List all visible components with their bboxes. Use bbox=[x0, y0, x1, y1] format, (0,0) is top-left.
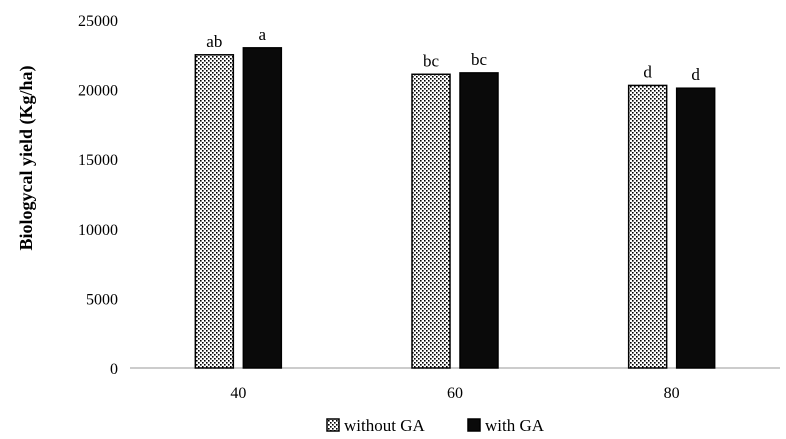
y-axis-label: Biologycal yield (Kg/ha) bbox=[16, 65, 37, 250]
y-tick-label: 20000 bbox=[78, 83, 118, 100]
bars-group: ab a bc bc d d bbox=[194, 25, 716, 369]
bar-significance-label: a bbox=[259, 25, 267, 44]
bar-with-ga bbox=[675, 87, 716, 369]
x-axis-ticks: 40 60 80 bbox=[230, 385, 679, 402]
legend-label-with-ga: with GA bbox=[485, 416, 545, 435]
bar-significance-label: d bbox=[691, 65, 700, 84]
bar-without-ga bbox=[194, 54, 235, 369]
bar-without-ga bbox=[627, 84, 668, 369]
y-axis-ticks: 0 5000 10000 15000 20000 25000 bbox=[78, 13, 118, 378]
x-tick-label: 80 bbox=[664, 385, 680, 402]
y-tick-label: 15000 bbox=[78, 152, 118, 169]
legend-swatch-with-ga bbox=[467, 418, 481, 432]
y-tick-label: 10000 bbox=[78, 222, 118, 239]
x-tick-label: 40 bbox=[230, 385, 246, 402]
x-tick-label: 60 bbox=[447, 385, 463, 402]
bar-without-ga bbox=[411, 73, 451, 369]
y-tick-label: 5000 bbox=[86, 291, 118, 308]
bar-significance-label: ab bbox=[206, 32, 222, 51]
y-tick-label: 0 bbox=[110, 361, 118, 378]
legend-label-without-ga: without GA bbox=[344, 416, 425, 435]
bar-significance-label: d bbox=[643, 62, 652, 81]
bar-significance-label: bc bbox=[471, 50, 488, 69]
bar-significance-label: bc bbox=[423, 51, 440, 70]
bar-with-ga bbox=[242, 47, 283, 369]
y-tick-label: 25000 bbox=[78, 13, 118, 30]
legend-swatch-without-ga bbox=[326, 418, 340, 432]
legend: without GA with GA bbox=[326, 416, 545, 435]
bar-with-ga bbox=[459, 72, 499, 369]
